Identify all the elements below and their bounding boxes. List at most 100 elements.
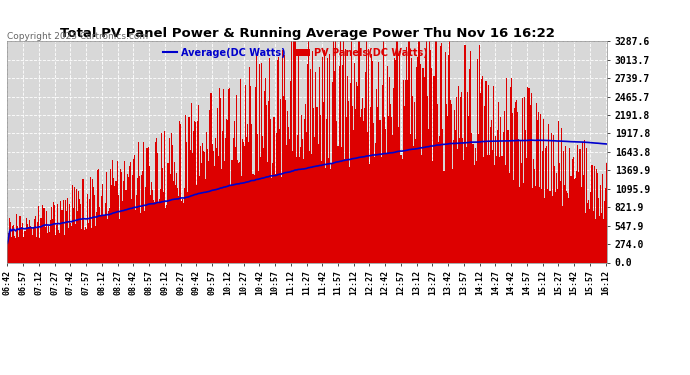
Bar xyxy=(503,132,504,262)
Bar xyxy=(517,112,518,262)
Bar xyxy=(214,166,215,262)
Bar xyxy=(304,119,305,262)
Bar xyxy=(442,129,444,262)
Bar xyxy=(224,161,225,262)
Bar xyxy=(561,128,562,262)
Bar xyxy=(76,189,77,262)
Bar xyxy=(537,120,538,262)
Bar xyxy=(267,162,268,262)
Bar xyxy=(150,182,152,262)
Bar xyxy=(512,112,513,262)
Bar xyxy=(431,68,432,262)
Bar xyxy=(156,138,157,262)
Bar xyxy=(357,86,359,262)
Bar xyxy=(215,138,216,262)
Bar xyxy=(562,206,563,262)
Bar xyxy=(271,178,273,262)
Bar xyxy=(526,158,527,262)
Bar xyxy=(428,16,430,262)
Bar xyxy=(262,136,263,262)
Bar xyxy=(585,213,586,262)
Bar xyxy=(573,179,575,262)
Bar xyxy=(270,119,271,262)
Bar xyxy=(247,124,248,262)
Bar xyxy=(88,222,89,262)
Bar xyxy=(45,227,46,262)
Bar xyxy=(100,216,101,262)
Bar xyxy=(251,124,253,262)
Bar xyxy=(335,16,337,262)
Bar xyxy=(258,171,259,262)
Bar xyxy=(239,162,240,262)
Bar xyxy=(599,216,600,262)
Bar xyxy=(321,161,322,262)
Bar xyxy=(135,210,136,262)
Bar xyxy=(50,220,51,262)
Bar xyxy=(523,183,524,262)
Bar xyxy=(182,199,184,262)
Bar xyxy=(555,173,557,262)
Bar xyxy=(456,98,457,262)
Bar xyxy=(416,67,417,262)
Bar xyxy=(11,237,12,262)
Bar xyxy=(8,233,9,262)
Bar xyxy=(219,88,220,262)
Bar xyxy=(434,76,435,262)
Bar xyxy=(545,148,546,262)
Bar xyxy=(519,187,520,262)
Bar xyxy=(181,201,182,262)
Bar xyxy=(565,146,566,262)
Bar xyxy=(468,116,469,262)
Bar xyxy=(299,147,301,262)
Bar xyxy=(486,155,488,262)
Bar xyxy=(494,165,495,262)
Bar xyxy=(322,57,323,262)
Bar xyxy=(9,219,10,262)
Bar xyxy=(413,146,414,262)
Bar xyxy=(55,235,56,262)
Bar xyxy=(142,171,144,262)
Bar xyxy=(606,164,607,262)
Bar xyxy=(23,231,25,262)
Bar xyxy=(178,196,179,262)
Bar xyxy=(346,117,347,262)
Bar xyxy=(186,142,188,262)
Bar xyxy=(266,105,267,262)
Bar xyxy=(589,209,591,262)
Bar xyxy=(102,184,103,262)
Bar xyxy=(373,123,374,262)
Bar xyxy=(132,175,133,262)
Bar xyxy=(7,243,8,262)
Bar xyxy=(116,182,117,262)
Bar xyxy=(228,89,229,262)
Bar xyxy=(275,133,277,262)
Bar xyxy=(462,138,464,262)
Bar xyxy=(119,219,120,262)
Bar xyxy=(235,147,236,262)
Bar xyxy=(174,162,175,262)
Bar xyxy=(415,139,416,262)
Bar xyxy=(491,120,492,262)
Bar xyxy=(370,106,371,262)
Bar xyxy=(261,63,262,262)
Bar xyxy=(30,226,31,262)
Bar xyxy=(263,148,264,262)
Bar xyxy=(136,195,137,262)
Bar xyxy=(410,134,411,262)
Bar xyxy=(110,169,111,262)
Bar xyxy=(579,149,580,262)
Bar xyxy=(400,155,402,262)
Bar xyxy=(73,208,74,262)
Bar xyxy=(484,106,486,262)
Bar xyxy=(32,235,33,262)
Bar xyxy=(175,185,176,262)
Bar xyxy=(249,67,250,262)
Bar xyxy=(111,184,112,262)
Bar xyxy=(26,218,27,262)
Bar xyxy=(591,165,593,262)
Bar xyxy=(604,201,605,262)
Bar xyxy=(476,161,477,262)
Bar xyxy=(475,148,476,262)
Bar xyxy=(499,157,500,262)
Bar xyxy=(260,158,261,262)
